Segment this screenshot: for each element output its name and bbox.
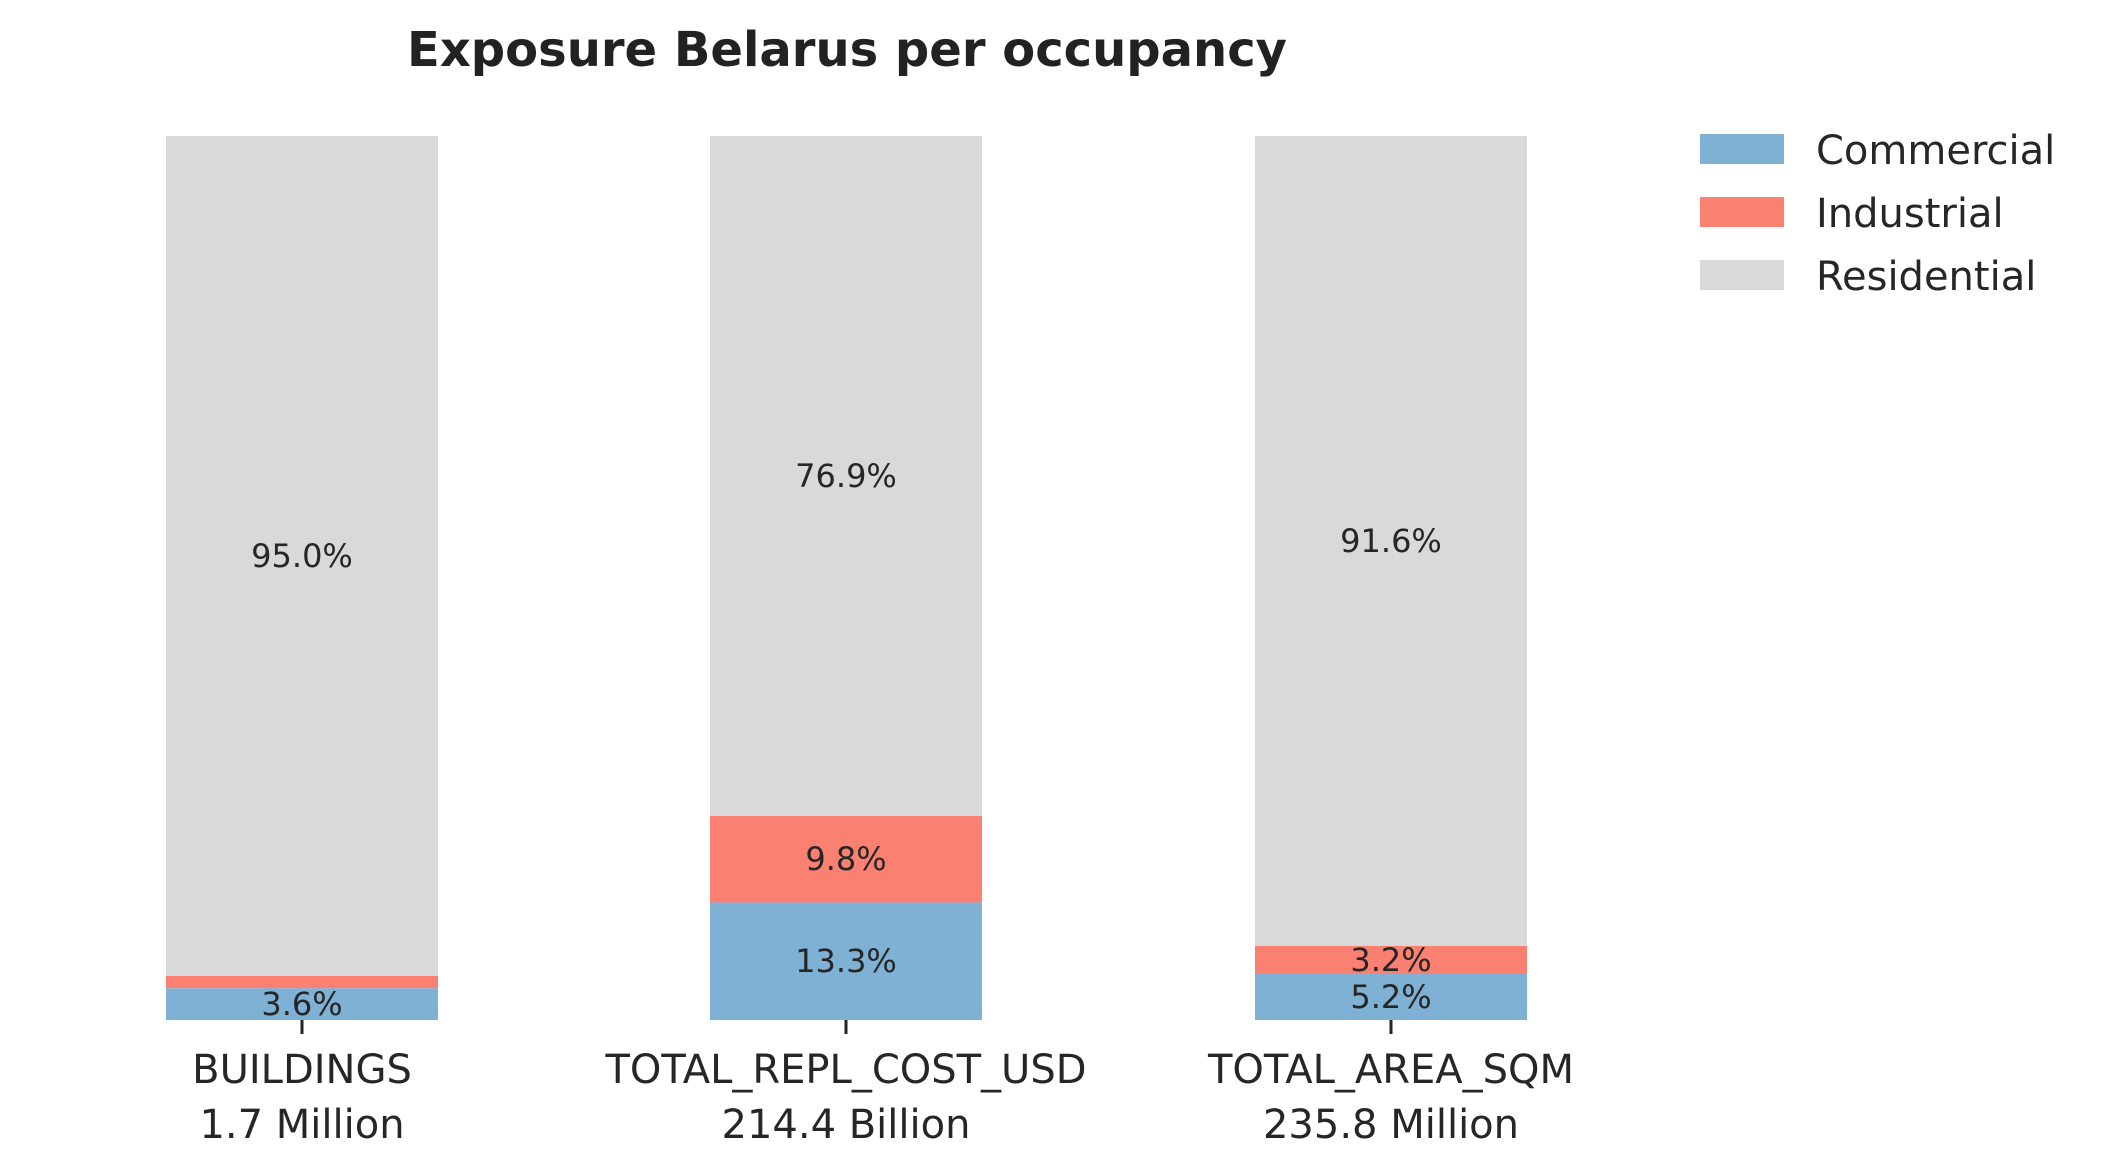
- segment-label-industrial-total_area_sqm: 3.2%: [1350, 941, 1431, 979]
- legend-label-residential: Residential: [1816, 254, 2036, 300]
- segment-label-commercial-buildings: 3.6%: [261, 985, 342, 1023]
- bar-segment-industrial-total_repl_cost_usd: [710, 815, 982, 903]
- segment-label-industrial-total_repl_cost_usd: 9.8%: [805, 840, 886, 878]
- segment-label-commercial-total_area_sqm: 5.2%: [1350, 978, 1431, 1016]
- x-tick-label: TOTAL_REPL_COST_USD: [604, 1047, 1086, 1093]
- bar-segment-commercial-total_area_sqm: [1255, 974, 1527, 1020]
- x-tick-total-label: 1.7 Million: [199, 1102, 404, 1148]
- chart-title: Exposure Belarus per occupancy: [407, 22, 1287, 78]
- legend-label-commercial: Commercial: [1816, 128, 2055, 174]
- segment-label-residential-total_repl_cost_usd: 76.9%: [795, 457, 897, 495]
- bar-segment-commercial-total_repl_cost_usd: [710, 902, 982, 1020]
- segment-label-residential-total_area_sqm: 91.6%: [1340, 522, 1442, 560]
- bar-segment-residential-total_repl_cost_usd: [710, 136, 982, 816]
- bar-segment-commercial-buildings: [166, 988, 438, 1020]
- segment-label-residential-buildings: 95.0%: [251, 537, 353, 575]
- segment-label-commercial-total_repl_cost_usd: 13.3%: [795, 942, 897, 980]
- legend: Commercial Industrial Residential: [1700, 128, 2055, 300]
- x-axis-ticks: BUILDINGS 1.7 Million TOTAL_REPL_COST_USD 2…: [192, 1020, 1574, 1148]
- x-tick-label: TOTAL_AREA_SQM: [1207, 1047, 1574, 1093]
- legend-swatch-industrial: [1700, 197, 1784, 227]
- segment-labels-group: 3.6% 95.0% 13.3% 9.8% 76.9% 5.2%3.2% 91.6%: [251, 457, 1442, 1023]
- bar-segment-residential-total_area_sqm: [1255, 136, 1527, 946]
- x-tick-total-label: 214.4 Billion: [722, 1102, 971, 1148]
- bar-segment-residential-buildings: [166, 136, 438, 976]
- bar-segment-industrial-total_area_sqm: [1255, 945, 1527, 975]
- bar-segment-industrial-buildings: [166, 975, 438, 989]
- legend-label-industrial: Industrial: [1816, 191, 2004, 237]
- x-tick-total-label: 235.8 Million: [1263, 1102, 1519, 1148]
- bars-group: [166, 136, 1527, 1020]
- legend-swatch-residential: [1700, 260, 1784, 290]
- x-tick-label: BUILDINGS: [192, 1047, 412, 1093]
- legend-swatch-commercial: [1700, 134, 1784, 164]
